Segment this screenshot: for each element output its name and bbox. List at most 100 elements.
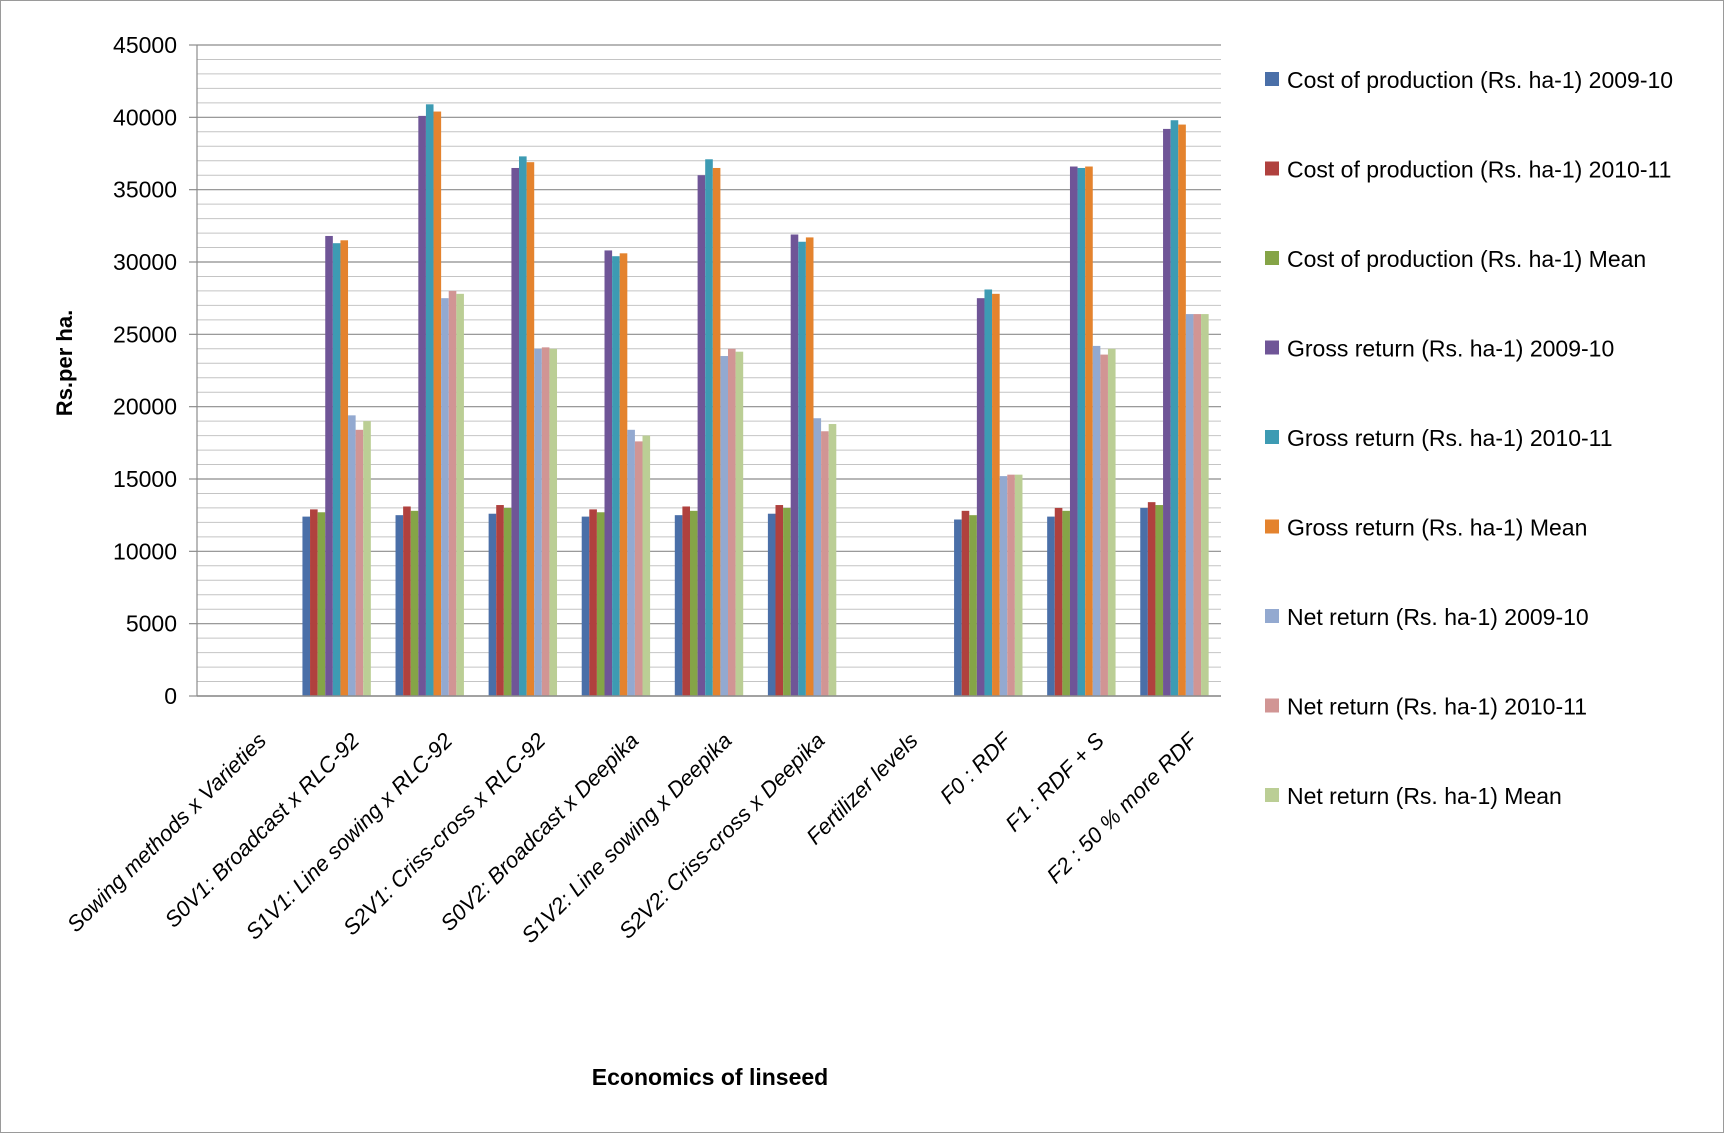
bars: [302, 104, 1209, 697]
legend-swatch: [1265, 519, 1279, 534]
y-tick-label: 20000: [113, 394, 177, 420]
bar: [317, 512, 326, 696]
bar: [526, 162, 535, 696]
bar: [783, 507, 791, 696]
legend-swatch: [1265, 698, 1279, 713]
legend-swatch: [1265, 72, 1279, 86]
bar: [992, 293, 1000, 696]
bar: [1193, 314, 1202, 696]
bar: [976, 298, 985, 696]
bar: [775, 505, 784, 696]
legend-swatch: [1265, 788, 1279, 802]
y-tick-label: 35000: [113, 177, 177, 203]
axes: [196, 45, 1221, 697]
bar: [984, 289, 993, 696]
y-tick-label: 45000: [113, 32, 177, 58]
y-tick-label: 5000: [126, 611, 177, 637]
bar: [310, 509, 318, 696]
legend-swatch: [1265, 340, 1279, 355]
y-tick-label: 10000: [113, 538, 177, 564]
bar: [697, 175, 706, 696]
y-tick-label: 30000: [113, 249, 177, 275]
bar: [798, 241, 806, 696]
bar: [519, 156, 527, 696]
bar: [690, 510, 698, 696]
legend-swatch: [1265, 430, 1279, 444]
bar: [767, 513, 776, 696]
bar: [954, 519, 962, 696]
bar: [1092, 345, 1101, 696]
bar: [1047, 516, 1055, 696]
legend-entry: Cost of production (Rs. ha-1) 2010-11: [1287, 157, 1671, 183]
bar: [581, 516, 590, 696]
y-tick-label: 40000: [113, 104, 177, 130]
bar: [821, 431, 829, 696]
x-axis-label: Economics of linseed: [592, 1064, 828, 1090]
bar: [1077, 167, 1086, 697]
x-category-label: S0V1: Broadcast x RLC-92: [160, 728, 364, 932]
bar: [705, 159, 713, 697]
bar: [805, 237, 814, 696]
bar: [1100, 354, 1108, 696]
bar: [1062, 510, 1070, 696]
y-axis-label: Rs.per ha.: [52, 310, 77, 416]
bar: [496, 505, 504, 696]
legend: Cost of production (Rs. ha-1) 2009-10 Cos…: [1265, 67, 1673, 809]
bar: [1069, 166, 1078, 696]
legend-entry: Gross return (Rs. ha-1) 2009-10: [1287, 336, 1614, 362]
bar: [1170, 120, 1179, 697]
bar: [1178, 124, 1186, 696]
legend-swatch: [1265, 251, 1279, 265]
bar: [418, 115, 426, 696]
bar: [441, 298, 449, 696]
bar: [1014, 474, 1023, 696]
bar: [488, 513, 497, 696]
bar: [395, 515, 404, 696]
bar: [325, 235, 333, 696]
x-category-label: F2 : 50 % more RDF: [1042, 727, 1203, 888]
x-category-label: Sowing methods x Varieties: [62, 728, 271, 937]
bar: [433, 111, 442, 697]
bar: [448, 290, 457, 696]
bar: [728, 348, 736, 696]
legend-entry: Net return (Rs. ha-1) 2009-10: [1287, 604, 1589, 630]
bar: [511, 167, 520, 697]
bar: [1185, 314, 1194, 696]
bar: [1140, 507, 1148, 696]
bar: [534, 348, 542, 696]
bar: [999, 476, 1008, 696]
bar: [969, 515, 977, 696]
bar: [642, 435, 651, 696]
y-tick-label: 15000: [113, 466, 177, 492]
y-tick-label: 25000: [113, 321, 177, 347]
bar: [619, 253, 628, 696]
legend-swatch: [1265, 609, 1279, 623]
bar: [332, 243, 341, 696]
bar: [503, 507, 512, 696]
bar: [456, 293, 464, 696]
bar: [682, 506, 690, 696]
bar: [1007, 474, 1015, 696]
bar: [612, 256, 620, 696]
bar: [627, 429, 635, 696]
bar: [403, 506, 411, 696]
bar: [1201, 314, 1209, 696]
bar: [549, 348, 558, 696]
x-category-label: S0V2: Broadcast x Deepika: [436, 728, 644, 936]
bar: [828, 424, 837, 696]
legend-entry: Net return (Rs. ha-1) Mean: [1287, 783, 1562, 809]
bar: [541, 347, 550, 696]
bar: [790, 234, 799, 696]
bar: [1155, 505, 1164, 696]
bar: [961, 510, 970, 696]
bar: [735, 351, 744, 696]
y-tick-label: 0: [164, 683, 177, 709]
legend-entry: Cost of production (Rs. ha-1) 2009-10: [1287, 67, 1673, 93]
bar: [604, 250, 613, 696]
bar: [410, 510, 419, 696]
y-axis-ticks: 0 5000 10000 15000 20000 25000 30000 35000 40000…: [113, 32, 197, 709]
legend-entry: Net return (Rs. ha-1) 2010-11: [1287, 694, 1587, 720]
bar: [1054, 507, 1063, 696]
